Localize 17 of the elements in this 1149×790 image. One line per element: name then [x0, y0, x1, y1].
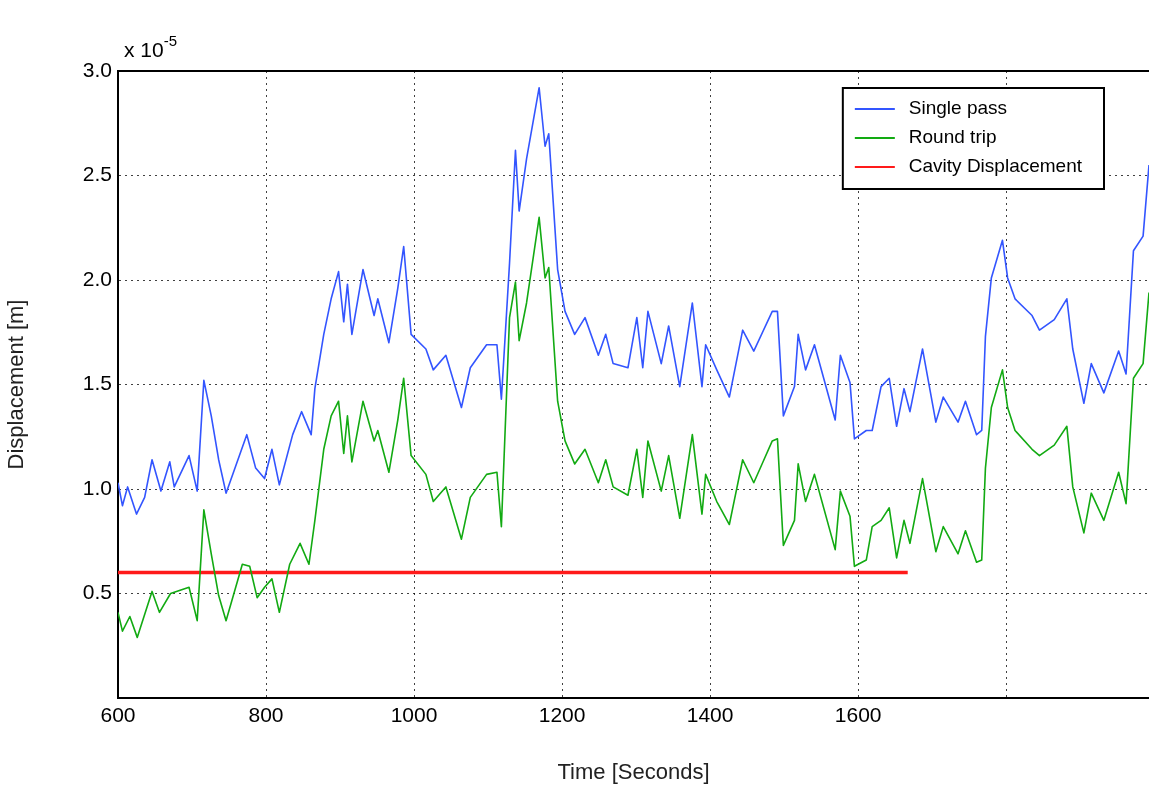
y-tick-label: 1.5: [82, 371, 112, 395]
x-tick-label: 600: [100, 703, 136, 727]
x-tick-label: 800: [248, 703, 284, 727]
x-tick-label: 1600: [834, 703, 882, 727]
x-axis-title: Time [Seconds]: [557, 758, 710, 784]
legend-label: Round trip: [908, 126, 997, 148]
x-tick-label: 1200: [538, 703, 586, 727]
y-tick-label: 0.5: [82, 580, 112, 604]
legend-label: Cavity Displacement: [908, 155, 1083, 177]
y-tick-label: 2.5: [82, 162, 112, 186]
y-tick-label: 2.0: [82, 266, 112, 290]
y-tick-label: 1.0: [82, 475, 112, 499]
x-tick-label: 1400: [686, 703, 734, 727]
legend-label: Single pass: [908, 97, 1008, 119]
y-axis-title: Displacement [m]: [3, 299, 29, 470]
x-tick-label: 1000: [390, 703, 438, 727]
y-tick-label: 3.0: [82, 57, 112, 81]
